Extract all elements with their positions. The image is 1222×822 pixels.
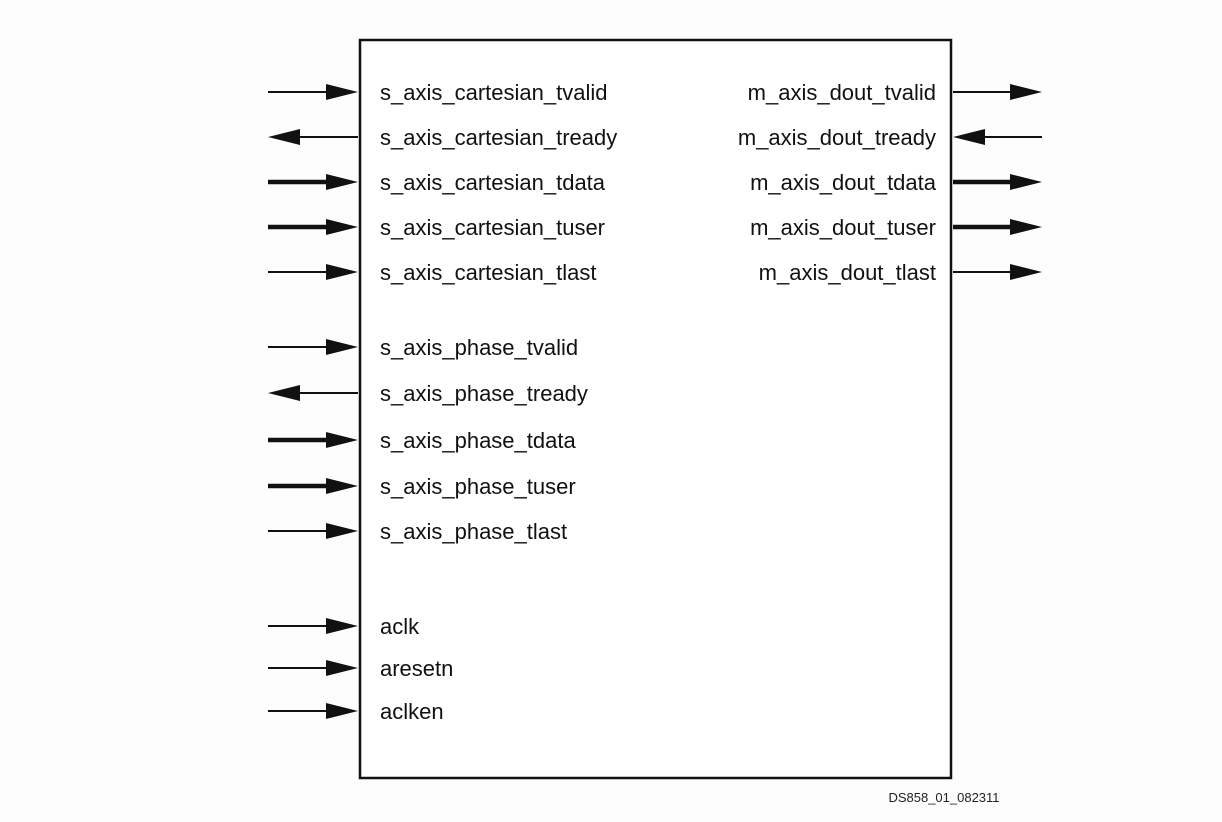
port-label-s_axis_phase_tdata: s_axis_phase_tdata [380,428,576,453]
right-port-1-arrowhead-icon [953,129,985,145]
port-label-s_axis_phase_tvalid: s_axis_phase_tvalid [380,335,578,360]
core-block [358,38,953,780]
port-label-s_axis_cartesian_tuser: s_axis_cartesian_tuser [380,215,605,240]
right-port-0-arrowhead-icon [1010,84,1042,100]
left-port-6-arrowhead-icon [268,385,300,401]
left-port-8-arrowhead-icon [326,478,358,494]
left-port-0-arrowhead-icon [326,84,358,100]
left-port-12-arrowhead-icon [326,703,358,719]
right-port-2-arrowhead-icon [1010,174,1042,190]
port-label-s_axis_cartesian_tlast: s_axis_cartesian_tlast [380,260,596,285]
left-port-1-arrowhead-icon [268,129,300,145]
left-port-2-arrowhead-icon [326,174,358,190]
left-port-5-arrowhead-icon [326,339,358,355]
port-label-m_axis_dout_tuser: m_axis_dout_tuser [750,215,936,240]
left-port-10-arrowhead-icon [326,618,358,634]
port-label-aresetn: aresetn [380,656,453,681]
left-port-11-arrowhead-icon [326,660,358,676]
right-port-3-arrowhead-icon [1010,219,1042,235]
port-label-m_axis_dout_tlast: m_axis_dout_tlast [759,260,936,285]
left-port-7-arrowhead-icon [326,432,358,448]
left-port-3-arrowhead-icon [326,219,358,235]
port-label-m_axis_dout_tdata: m_axis_dout_tdata [750,170,937,195]
port-label-s_axis_cartesian_tdata: s_axis_cartesian_tdata [380,170,606,195]
port-label-s_axis_phase_tuser: s_axis_phase_tuser [380,474,576,499]
port-label-s_axis_cartesian_tvalid: s_axis_cartesian_tvalid [380,80,607,105]
left-port-9-arrowhead-icon [326,523,358,539]
right-port-4-arrowhead-icon [1010,264,1042,280]
port-label-m_axis_dout_tvalid: m_axis_dout_tvalid [748,80,936,105]
port-label-s_axis_phase_tlast: s_axis_phase_tlast [380,519,567,544]
left-port-4-arrowhead-icon [326,264,358,280]
port-label-s_axis_cartesian_tready: s_axis_cartesian_tready [380,125,617,150]
figure-id: DS858_01_082311 [888,790,999,805]
port-label-aclk: aclk [380,614,420,639]
port-label-s_axis_phase_tready: s_axis_phase_tready [380,381,588,406]
port-label-m_axis_dout_tready: m_axis_dout_tready [738,125,936,150]
port-label-aclken: aclken [380,699,444,724]
